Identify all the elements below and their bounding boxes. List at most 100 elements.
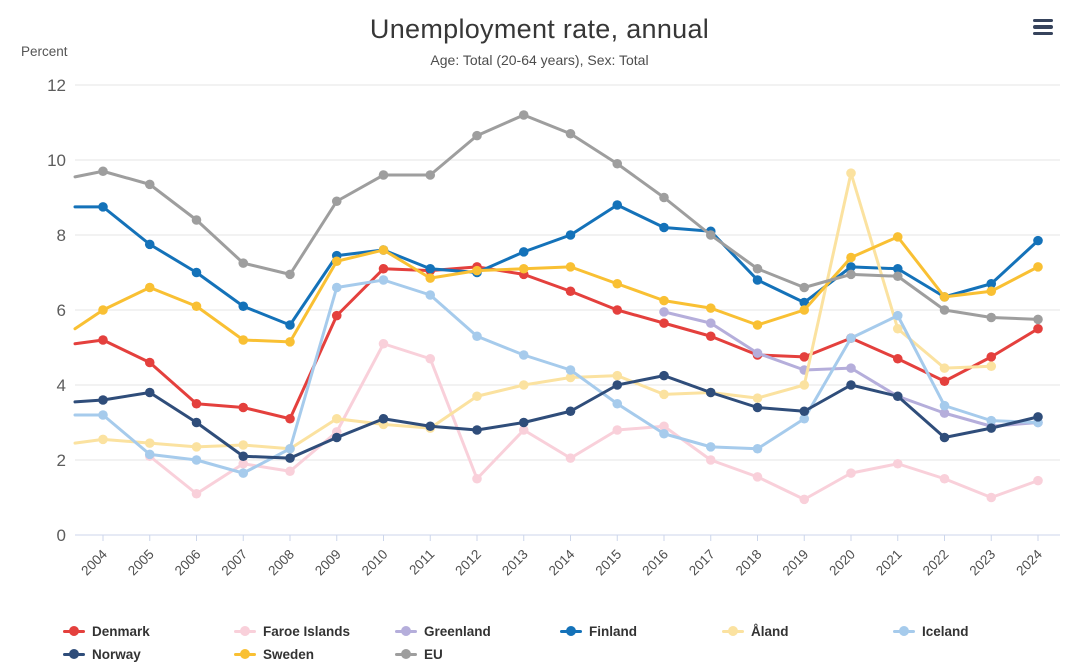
- data-point[interactable]: [939, 408, 950, 418]
- data-point[interactable]: [378, 338, 389, 349]
- data-point[interactable]: [144, 438, 155, 448]
- data-point[interactable]: [425, 421, 436, 432]
- data-point[interactable]: [986, 312, 997, 323]
- data-point[interactable]: [144, 239, 155, 250]
- data-point[interactable]: [612, 200, 623, 210]
- data-point[interactable]: [285, 337, 295, 347]
- data-point[interactable]: [565, 365, 576, 375]
- data-point[interactable]: [799, 406, 810, 417]
- data-point[interactable]: [238, 468, 249, 478]
- data-point[interactable]: [1033, 235, 1043, 246]
- data-point[interactable]: [378, 263, 389, 274]
- data-point[interactable]: [705, 442, 716, 452]
- data-point[interactable]: [659, 222, 669, 233]
- data-point[interactable]: [986, 423, 997, 433]
- data-point[interactable]: [144, 282, 155, 293]
- data-point[interactable]: [191, 301, 202, 312]
- legend-item-eu[interactable]: EU: [395, 644, 443, 664]
- data-point[interactable]: [846, 380, 856, 390]
- series-sweden[interactable]: [73, 232, 1043, 347]
- data-point[interactable]: [612, 158, 623, 169]
- data-point[interactable]: [799, 297, 810, 308]
- data-point[interactable]: [565, 453, 576, 463]
- data-point[interactable]: [939, 432, 950, 443]
- series-line[interactable]: [73, 235, 1040, 344]
- data-point[interactable]: [799, 305, 810, 315]
- data-point[interactable]: [331, 282, 342, 293]
- data-point[interactable]: [144, 449, 155, 460]
- data-point[interactable]: [331, 432, 342, 443]
- data-point[interactable]: [472, 331, 482, 342]
- data-point[interactable]: [612, 278, 623, 289]
- data-point[interactable]: [378, 413, 389, 424]
- data-point[interactable]: [565, 286, 576, 297]
- data-point[interactable]: [659, 389, 669, 400]
- data-point[interactable]: [98, 410, 108, 420]
- data-point[interactable]: [191, 267, 202, 278]
- data-point[interactable]: [892, 271, 903, 282]
- legend-item-norway[interactable]: Norway: [63, 644, 141, 664]
- data-point[interactable]: [986, 492, 997, 503]
- data-point[interactable]: [565, 262, 576, 272]
- data-point[interactable]: [331, 310, 342, 321]
- legend-item-denmark[interactable]: Denmark: [63, 621, 150, 641]
- data-point[interactable]: [799, 413, 810, 424]
- data-point[interactable]: [285, 466, 295, 477]
- data-point[interactable]: [331, 256, 342, 267]
- data-point[interactable]: [565, 230, 576, 240]
- series-line[interactable]: [73, 278, 1040, 475]
- data-point[interactable]: [285, 413, 295, 424]
- data-point[interactable]: [565, 406, 576, 417]
- data-point[interactable]: [846, 363, 856, 373]
- data-point[interactable]: [238, 458, 249, 469]
- series-faroe-islands[interactable]: [144, 338, 1043, 505]
- series-line[interactable]: [73, 203, 1040, 327]
- data-point[interactable]: [892, 458, 903, 469]
- data-point[interactable]: [472, 130, 482, 141]
- data-point[interactable]: [659, 421, 669, 432]
- data-point[interactable]: [659, 428, 669, 439]
- data-point[interactable]: [144, 179, 155, 190]
- data-point[interactable]: [472, 391, 482, 402]
- data-point[interactable]: [612, 305, 623, 315]
- data-point[interactable]: [378, 245, 389, 255]
- data-point[interactable]: [425, 353, 436, 364]
- data-point[interactable]: [939, 376, 950, 387]
- data-point[interactable]: [425, 273, 436, 283]
- data-point[interactable]: [752, 263, 763, 274]
- data-point[interactable]: [892, 353, 903, 364]
- data-point[interactable]: [659, 192, 669, 203]
- data-point[interactable]: [1033, 262, 1043, 272]
- data-point[interactable]: [98, 434, 108, 445]
- data-point[interactable]: [939, 363, 950, 373]
- data-point[interactable]: [518, 417, 529, 428]
- data-point[interactable]: [518, 247, 529, 257]
- data-point[interactable]: [98, 395, 108, 405]
- data-point[interactable]: [752, 472, 763, 482]
- data-point[interactable]: [986, 286, 997, 297]
- legend-item-faroe-islands[interactable]: Faroe Islands: [234, 621, 350, 641]
- legend-item-greenland[interactable]: Greenland: [395, 621, 491, 641]
- series-åland[interactable]: [73, 168, 997, 454]
- data-point[interactable]: [612, 398, 623, 409]
- data-point[interactable]: [799, 352, 810, 362]
- data-point[interactable]: [518, 350, 529, 360]
- data-point[interactable]: [752, 275, 763, 285]
- series-line[interactable]: [73, 374, 1040, 460]
- data-point[interactable]: [98, 305, 108, 315]
- data-point[interactable]: [285, 269, 295, 280]
- data-point[interactable]: [986, 278, 997, 289]
- data-point[interactable]: [331, 413, 342, 424]
- data-point[interactable]: [191, 455, 202, 465]
- data-point[interactable]: [238, 451, 249, 462]
- data-point[interactable]: [752, 443, 763, 454]
- legend-item-sweden[interactable]: Sweden: [234, 644, 314, 664]
- data-point[interactable]: [846, 269, 856, 280]
- data-point[interactable]: [238, 301, 249, 312]
- data-point[interactable]: [285, 443, 295, 454]
- data-point[interactable]: [191, 398, 202, 409]
- data-point[interactable]: [425, 170, 436, 180]
- data-point[interactable]: [705, 318, 716, 328]
- data-point[interactable]: [752, 348, 763, 358]
- data-point[interactable]: [518, 425, 529, 435]
